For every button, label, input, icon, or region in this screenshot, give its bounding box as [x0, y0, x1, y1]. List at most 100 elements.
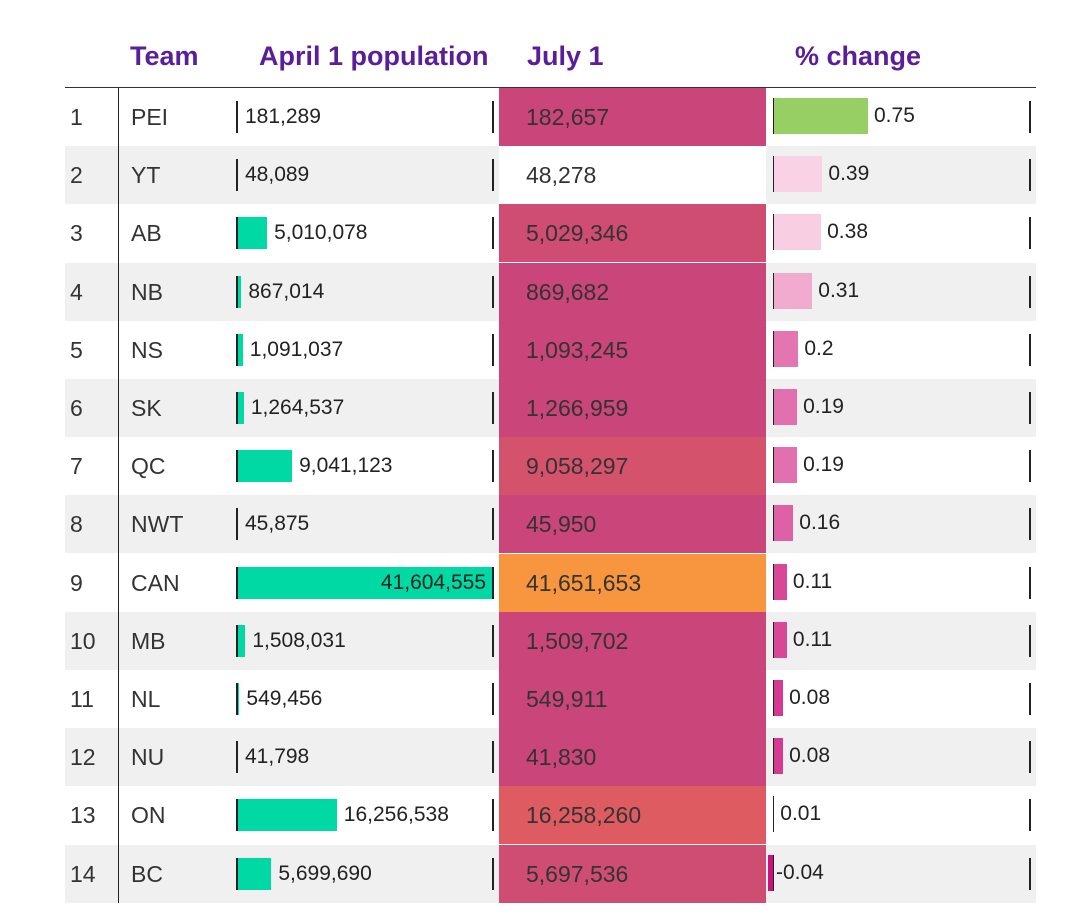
change-bar-track: -0.04 [767, 854, 1031, 891]
table-row: 9 CAN 41,604,555 41,651,653 0.11 [65, 553, 1036, 612]
team-cell: AB [131, 220, 162, 247]
april-value-label: 867,014 [248, 279, 325, 303]
change-bar-track: 0.01 [773, 796, 1031, 833]
change-value-label: 0.11 [792, 627, 833, 651]
change-bar-track: 0.19 [773, 389, 1031, 425]
change-value-label: 0.08 [789, 744, 830, 768]
april-bar [236, 566, 494, 599]
change-bar-track: 0.11 [773, 621, 1031, 658]
april-value-label: 48,089 [245, 163, 310, 187]
rank-cell: 10 [70, 627, 96, 654]
rank-cell: 3 [70, 220, 83, 247]
team-cell: BC [131, 860, 163, 887]
april-track-end [492, 566, 494, 599]
team-cell: NS [131, 336, 163, 363]
change-bar [773, 680, 784, 716]
rank-cell: 8 [70, 511, 83, 538]
july-value-label: 5,029,346 [526, 220, 629, 247]
change-zero-line [773, 272, 774, 309]
april-track-end [492, 508, 494, 541]
change-bar [767, 854, 773, 891]
change-track-end [1029, 159, 1031, 192]
july-cell: 48,278 [499, 146, 766, 205]
table-row: 5 NS 1,091,037 1,093,245 0.2 [65, 320, 1036, 379]
change-track-end [1029, 508, 1031, 541]
change-track-end [1029, 566, 1031, 599]
rank-cell: 9 [70, 569, 83, 596]
april-bar [236, 683, 240, 715]
july-cell: 182,657 [499, 88, 766, 146]
change-bar-track: 0.31 [773, 272, 1031, 309]
april-bar-track: 181,289 [236, 101, 494, 133]
july-cell: 1,266,959 [499, 379, 766, 437]
change-track-end [1029, 799, 1031, 832]
change-track-end [1029, 101, 1031, 133]
team-cell: SK [131, 395, 162, 421]
july-value-label: 1,509,702 [526, 627, 629, 654]
april-bar-track: 16,256,538 [236, 799, 494, 832]
team-cell: PEI [131, 104, 169, 130]
change-zero-line [773, 447, 774, 484]
july-cell: 41,830 [499, 728, 766, 787]
april-track-end [492, 624, 494, 657]
april-track-end [492, 741, 494, 774]
april-bar-track: 41,798 [236, 741, 494, 774]
change-zero-line [773, 214, 774, 251]
change-bar [773, 98, 868, 134]
rank-cell: 4 [70, 278, 83, 305]
header-change: % change [795, 41, 922, 71]
header-april: April 1 population [259, 41, 489, 71]
rank-divider [118, 88, 119, 903]
april-track-end [492, 101, 494, 133]
rank-cell: 13 [70, 802, 96, 829]
team-cell: YT [131, 162, 161, 189]
table-row: 4 NB 867,014 869,682 0.31 [65, 262, 1036, 321]
july-cell: 1,509,702 [499, 611, 766, 670]
april-track-end [492, 392, 494, 424]
april-bar [236, 101, 238, 133]
april-value-label: 41,604,555 [380, 570, 486, 594]
team-cell: NWT [131, 511, 184, 538]
change-bar-track: 0.19 [773, 447, 1031, 484]
change-zero-line [773, 621, 774, 658]
april-bar [236, 857, 272, 890]
change-zero-line [773, 156, 774, 193]
change-bar-track: 0.11 [773, 563, 1031, 600]
april-bar [236, 333, 243, 366]
team-cell: NL [131, 686, 161, 712]
change-bar [773, 505, 794, 542]
april-bar [236, 275, 242, 308]
change-bar-track: 0.75 [773, 98, 1031, 134]
rank-cell: 14 [70, 860, 96, 887]
table-row: 13 ON 16,256,538 16,258,260 0.01 [65, 786, 1036, 845]
july-cell: 9,058,297 [499, 437, 766, 496]
table-row: 14 BC 5,699,690 5,697,536 -0.04 [65, 844, 1036, 903]
change-zero-line [773, 563, 774, 600]
april-bar-track: 48,089 [236, 159, 494, 192]
change-zero-line [773, 680, 774, 716]
table-row: 12 NU 41,798 41,830 0.08 [65, 728, 1036, 787]
april-value-label: 5,699,690 [278, 861, 372, 885]
april-track-end [492, 799, 494, 832]
change-track-end [1029, 275, 1031, 308]
change-track-end [1029, 392, 1031, 424]
april-bar [236, 450, 293, 483]
july-value-label: 869,682 [526, 278, 610, 305]
change-zero-line [773, 796, 774, 833]
july-cell: 41,651,653 [499, 553, 766, 612]
change-track-end [1029, 683, 1031, 715]
change-value-label: -0.04 [776, 860, 824, 884]
change-bar-track: 0.38 [773, 214, 1031, 251]
july-value-label: 182,657 [526, 104, 610, 130]
april-bar-track: 45,875 [236, 508, 494, 541]
team-cell: CAN [131, 569, 180, 596]
july-cell: 549,911 [499, 670, 766, 728]
change-value-label: 0.75 [874, 104, 915, 127]
change-bar-track: 0.08 [773, 738, 1031, 775]
april-bar-track: 867,014 [236, 275, 494, 308]
header-july: July 1 [527, 41, 604, 71]
change-bar [773, 447, 798, 484]
change-track-end [1029, 857, 1031, 890]
change-track-end [1029, 333, 1031, 366]
rank-cell: 1 [70, 104, 83, 130]
